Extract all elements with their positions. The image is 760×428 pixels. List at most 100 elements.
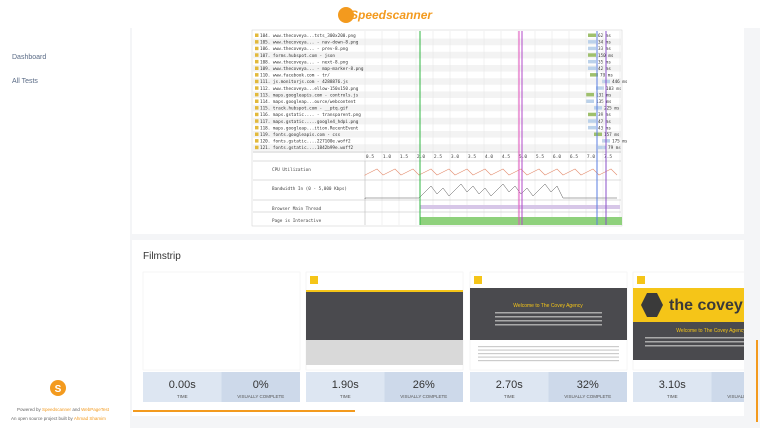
request-bar (594, 106, 602, 110)
request-label: 119. fonts.googleapis.com - css (260, 132, 341, 138)
frame-vc: 26% (413, 379, 435, 391)
request-bar (586, 92, 594, 97)
frame-vc-label: VISUALLY COMPLETE (564, 394, 611, 399)
request-label: 110. www.facebook.com - tr/ (260, 73, 330, 79)
request-bar (588, 33, 596, 37)
hero (470, 288, 627, 340)
request-time: 131 ms (596, 92, 612, 98)
request-bar (590, 73, 598, 77)
row-icon (255, 79, 259, 84)
header (0, 0, 760, 28)
request-time: 39 ms (598, 112, 611, 118)
row-stripe (253, 131, 621, 138)
text-line (495, 312, 602, 314)
row-icon (255, 145, 259, 150)
row-icon (255, 112, 259, 117)
frame-vc: 0% (253, 379, 269, 391)
request-label: 114. maps.googleap...ource/webcontent (260, 99, 356, 105)
waterfall (251, 29, 623, 227)
time-axis-label: 5.5 (536, 154, 544, 160)
row-icon (255, 66, 259, 70)
time-axis-label: 6.5 (570, 154, 578, 160)
row-icon (255, 119, 259, 123)
page-scrollbar (756, 340, 758, 422)
time-axis-label: 7.0 (587, 154, 595, 160)
text-line (478, 356, 619, 358)
request-label: 116. maps.gstatic.... - transparent.png (260, 112, 361, 118)
text-line (645, 341, 744, 343)
request-bar (588, 53, 596, 57)
stat-time (143, 372, 222, 402)
row-icon (255, 139, 259, 143)
time-axis-label: 4.0 (485, 154, 493, 160)
request-label: 111. js.monitorjs.com - 4288876.js (260, 79, 348, 85)
request-time: 42 ms (598, 66, 611, 72)
welcome: Welcome to The Covey Agency (513, 303, 583, 309)
request-time: 35 ms (598, 59, 611, 65)
request-label: 113. maps.googleapis.com - controls.js (260, 92, 359, 98)
interactive-bar (420, 217, 622, 225)
text-line (478, 346, 619, 348)
request-label: 107. forms.hubspot.com - json (260, 53, 335, 59)
nav-link[interactable]: Dashboard (12, 54, 46, 61)
frame-time-label: TIME (340, 394, 351, 399)
request-time: 135 ms (596, 99, 612, 105)
site-logo (637, 276, 645, 284)
brand: Speedscanner (350, 8, 433, 22)
request-time: 62 ms (598, 33, 611, 39)
row-stripe (253, 38, 621, 46)
frame-time-label: TIME (177, 394, 188, 399)
row-icon (255, 33, 259, 37)
row-icon (255, 92, 259, 97)
request-label: 121. fonts.gstatic....1842b99e.woff2 (260, 145, 354, 151)
frame-time: 3.10s (659, 379, 686, 391)
request-bar (596, 86, 604, 90)
footer-logo-letter: S (55, 384, 62, 395)
text-line (478, 360, 619, 362)
text-line (478, 349, 619, 351)
frame-vc-label: VISUALLY COMPLETE (400, 394, 447, 399)
request-time: 34 ms (598, 40, 611, 46)
row-stripe (253, 51, 621, 59)
footer-text: Powered by Speedscanner and WebPageTest (17, 407, 110, 412)
frame-vc-label: VISUALLY COMPLETE (237, 394, 284, 399)
time-axis-label: 1.5 (400, 154, 408, 160)
hex-logo (641, 293, 663, 317)
frames: 0.00s TIME 0% VISUALLY COMPLETE 1.90s TIME 26%… (142, 271, 760, 402)
time-axis-label: 5.0 (519, 154, 527, 160)
frame-time-label: TIME (667, 394, 678, 399)
time-axis-label: 3.0 (451, 154, 459, 160)
text-line (645, 337, 744, 339)
time-axis-label: 2.5 (434, 154, 442, 160)
text-line (495, 320, 602, 322)
request-bar (586, 99, 594, 103)
request-label: 109. www.thecoveya... - map-marker-8.png (260, 66, 364, 72)
stat-time (306, 372, 385, 402)
row-icon (255, 99, 259, 103)
row-stripe (253, 117, 621, 125)
waterfall-content: 104. www.thecoveya...tsts_300x200.png 62 … (253, 31, 628, 225)
time-axis-label: 7.5 (604, 154, 612, 160)
track-label: Page is Interactive (272, 218, 322, 224)
site-logo (474, 276, 482, 284)
stat-vc (384, 372, 463, 402)
request-time: 79 ms (608, 145, 621, 151)
text-line (645, 345, 744, 347)
frame-vc-label: VISUALLY COMPLETE (727, 394, 760, 399)
time-axis-label: 2.0 (417, 154, 425, 160)
request-label: 112. www.thecoveya...ellow-150x150.png (260, 86, 359, 92)
stat-vc (221, 372, 300, 402)
nav-link[interactable]: All Tests (12, 78, 38, 85)
row-icon (255, 106, 259, 110)
time-axis-label: 1.0 (383, 154, 391, 160)
request-label: 115. track.hubspot.com - __ptq.gif (260, 106, 348, 112)
request-bar (588, 59, 596, 64)
logo-icon (338, 7, 354, 23)
request-bar (598, 145, 606, 150)
frame-time-label: TIME (504, 394, 515, 399)
request-time: 33 ms (598, 46, 611, 52)
stat-vc (548, 372, 627, 402)
hero-line (306, 290, 463, 292)
row-icon (255, 53, 259, 57)
